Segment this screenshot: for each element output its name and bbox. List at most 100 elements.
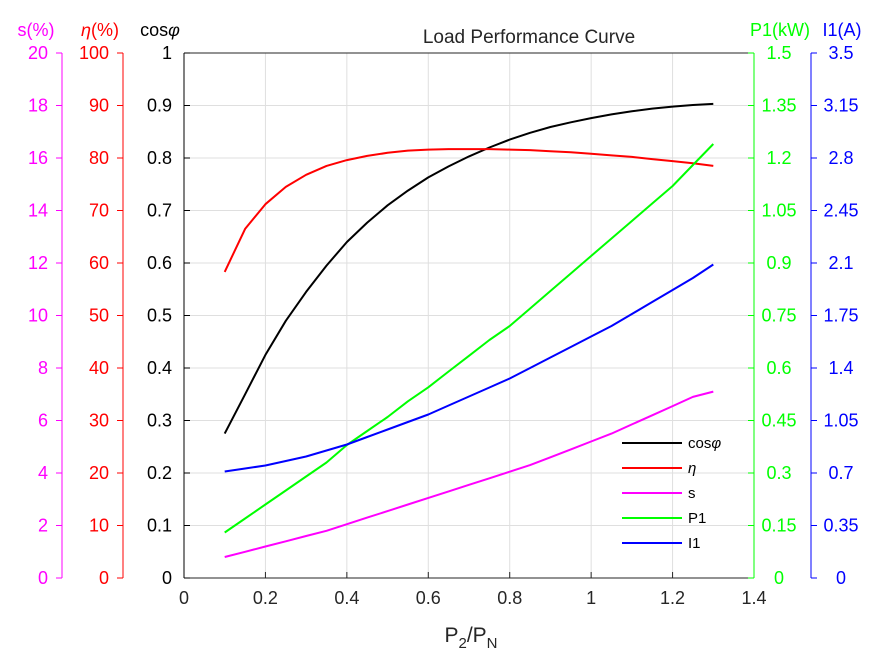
y-tick-label-eta: 90	[89, 96, 109, 116]
y-tick-label-i1: 0	[836, 568, 846, 588]
y-tick-label-s: 16	[28, 148, 48, 168]
y-axis-title-eta: η(%)	[81, 20, 119, 40]
y-tick-label-p1: 0.9	[766, 253, 791, 273]
x-axis: 0 0.2 0.4 0.6 0.8 1 1.2 1.4 P2/PN	[179, 572, 767, 652]
eta-suffix: (%)	[91, 20, 119, 40]
y-tick-label-s: 18	[28, 96, 48, 116]
y-tick-label-eta: 70	[89, 201, 109, 221]
grid	[184, 53, 754, 578]
y-axis-title-cosphi: cosφ	[140, 20, 180, 40]
y-tick-label-eta: 100	[79, 43, 109, 63]
x-axis-label: P2/PN	[444, 624, 497, 652]
y-tick-label-eta: 40	[89, 358, 109, 378]
y-tick-label-cosphi: 0.2	[147, 463, 172, 483]
y-axis-cosphi: 0 0.1 0.2 0.3 0.4 0.5 0.6 0.7 0.8 0.9 1	[147, 43, 190, 588]
x-tick-label: 1.4	[741, 588, 766, 608]
y-tick-label-cosphi: 0.7	[147, 201, 172, 221]
y-tick-label-p1: 0.15	[761, 516, 796, 536]
x-tick-label: 0.6	[416, 588, 441, 608]
x-tick-label: 0.4	[334, 588, 359, 608]
series-group	[223, 102, 715, 558]
y-tick-label-i1: 2.45	[823, 201, 858, 221]
y-tick-label-p1: 0.3	[766, 463, 791, 483]
x-axis-label-part: /P	[467, 624, 487, 647]
y-axis-eta: 0 10 20 30 40 50 60 70 80 90 100	[79, 43, 124, 588]
legend-label-symbol: φ	[711, 435, 721, 452]
y-tick-label-s: 12	[28, 253, 48, 273]
legend-label-prefix: cos	[688, 435, 711, 452]
series-line-s	[224, 390, 714, 558]
series-line-i1	[224, 263, 714, 473]
series-line-eta	[223, 148, 714, 273]
y-tick-label-i1: 0.7	[828, 463, 853, 483]
y-tick-label-s: 6	[38, 411, 48, 431]
series-line-p1	[224, 143, 715, 534]
y-tick-label-s: 10	[28, 306, 48, 326]
y-axis-i1: 0 0.35 0.7 1.05 1.4 1.75 2.1 2.45 2.8 3.15 3.5	[810, 43, 859, 588]
y-tick-label-eta: 20	[89, 463, 109, 483]
y-tick-label-p1: 1.5	[766, 43, 791, 63]
y-tick-label-cosphi: 0.6	[147, 253, 172, 273]
y-tick-label-cosphi: 0	[162, 568, 172, 588]
eta-symbol: η	[81, 20, 91, 40]
y-tick-label-p1: 1.35	[761, 96, 796, 116]
y-tick-label-i1: 3.15	[823, 96, 858, 116]
legend-label-p1: P1	[688, 510, 706, 527]
phi-symbol: φ	[168, 20, 180, 40]
y-tick-label-s: 8	[38, 358, 48, 378]
cosphi-prefix: cos	[140, 20, 168, 40]
x-tick-label: 0	[179, 588, 189, 608]
y-tick-label-s: 2	[38, 516, 48, 536]
y-tick-label-eta: 0	[99, 568, 109, 588]
y-tick-label-i1: 2.1	[828, 253, 853, 273]
y-axis-s: 0 2 4 6 8 10 12 14 16 18 20	[28, 43, 63, 588]
y-tick-label-eta: 30	[89, 411, 109, 431]
y-tick-label-i1: 3.5	[828, 43, 853, 63]
y-tick-label-cosphi: 1	[162, 43, 172, 63]
y-tick-label-s: 20	[28, 43, 48, 63]
y-tick-label-i1: 1.75	[823, 306, 858, 326]
y-tick-label-p1: 0	[774, 568, 784, 588]
y-tick-label-cosphi: 0.9	[147, 96, 172, 116]
y-tick-label-eta: 10	[89, 516, 109, 536]
y-tick-label-s: 4	[38, 463, 48, 483]
x-tick-label: 0.8	[497, 588, 522, 608]
y-tick-label-cosphi: 0.4	[147, 358, 172, 378]
y-tick-label-i1: 1.4	[828, 358, 853, 378]
y-tick-label-p1: 1.05	[761, 201, 796, 221]
y-axis-title-i1: I1(A)	[822, 20, 861, 40]
y-tick-label-eta: 80	[89, 148, 109, 168]
legend-label-cosphi: cosφ	[688, 435, 721, 452]
y-tick-label-p1: 0.6	[766, 358, 791, 378]
y-axis-title-s: s(%)	[18, 20, 55, 40]
legend-label-symbol: η	[688, 460, 696, 477]
y-tick-label-s: 0	[38, 568, 48, 588]
x-axis-label-subscript: 2	[458, 635, 466, 652]
legend-label-eta: η	[688, 460, 696, 477]
y-tick-label-cosphi: 0.8	[147, 148, 172, 168]
y-tick-label-p1: 0.45	[761, 411, 796, 431]
y-tick-label-i1: 0.35	[823, 516, 858, 536]
x-tick-label: 1	[586, 588, 596, 608]
x-tick-label: 0.2	[253, 588, 278, 608]
y-tick-label-s: 14	[28, 201, 48, 221]
y-tick-label-p1: 0.75	[761, 306, 796, 326]
y-tick-label-cosphi: 0.5	[147, 306, 172, 326]
y-tick-label-i1: 1.05	[823, 411, 858, 431]
y-axis-p1: 0 0.15 0.3 0.45 0.6 0.75 0.9 1.05 1.2 1.35 1.5	[748, 43, 797, 588]
y-tick-label-p1: 1.2	[766, 148, 791, 168]
series-line-cosphi	[223, 102, 714, 435]
x-axis-label-part: P	[444, 624, 458, 647]
x-axis-label-subscript: N	[487, 635, 498, 652]
y-axis-title-p1: P1(kW)	[750, 20, 810, 40]
y-tick-label-eta: 60	[89, 253, 109, 273]
y-tick-label-i1: 2.8	[828, 148, 853, 168]
legend-label-s: s	[688, 485, 696, 502]
y-tick-label-cosphi: 0.1	[147, 516, 172, 536]
legend-label-i1: I1	[688, 535, 701, 552]
x-tick-label: 1.2	[660, 588, 685, 608]
y-tick-label-cosphi: 0.3	[147, 411, 172, 431]
axis-titles: s(%) η(%) cosφ P1(kW) I1(A)	[18, 20, 862, 40]
